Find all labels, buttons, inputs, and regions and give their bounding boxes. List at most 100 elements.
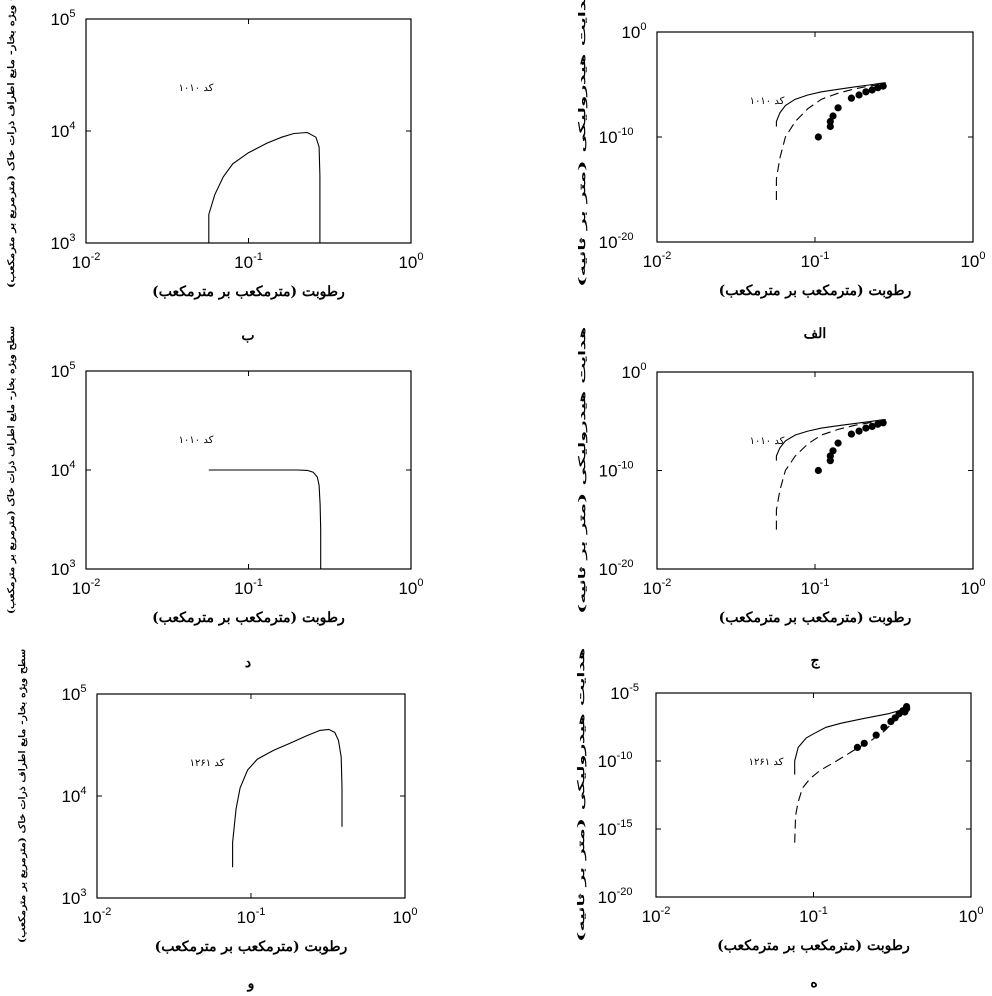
x-tick-label: 10-2: [72, 577, 101, 598]
panel-caption: ج: [810, 653, 820, 669]
x-tick-label: 10-1: [801, 577, 830, 598]
x-axis-label: رطوبت (مترمکعب بر مترمکعب): [155, 939, 348, 955]
y-axis-label: هدایت هیدرولیکی (متر بر ثانیه): [577, 326, 588, 614]
x-tick-label: 10-1: [234, 577, 263, 598]
data-point: [853, 743, 862, 752]
code-annotation: کد ۱۰۱۰: [179, 83, 214, 94]
chart-alef: 10-2 10-1 100 10-20 10-10 100 رطوبت (مترمکعب ب…: [577, 0, 986, 342]
x-axis-label: رطوبت (مترمکعب بر مترمکعب): [717, 938, 910, 954]
chart-jim: 10-2 10-1 100 10-20 10-10 100 رطوبت (مترمکعب ب…: [577, 326, 986, 669]
data-point: [860, 739, 868, 747]
data-point: [868, 422, 876, 431]
chart-d: 10-2 10-1 100 103 104 105 رطوبت (مترمکعب بر مت…: [6, 326, 424, 671]
code-annotation: کد ۱۰۱۰: [750, 436, 785, 447]
data-point: [872, 731, 880, 739]
y-tick-label: 104: [50, 459, 75, 480]
x-tick-label: 100: [398, 251, 423, 272]
series-solid-line: [232, 728, 343, 868]
chart-he: 10-2 10-1 100 10-20 10-15 10-10 10-5 رطوبت (متر…: [576, 647, 984, 991]
x-tick-label: 10-2: [643, 577, 672, 598]
x-tick-label: 10-2: [72, 251, 101, 272]
y-axis-label: هدایت هیدرولیکی (متر بر ثانیه): [576, 647, 587, 942]
series-solid-line: [775, 82, 886, 127]
panel-caption: و: [247, 976, 255, 992]
y-tick-label: 10-20: [599, 558, 634, 579]
data-point: [855, 91, 863, 99]
code-annotation: کد ۱۰۱۰: [179, 435, 214, 446]
y-axis-label: هدایت هیدرولیکی (متر بر ثانیه): [577, 0, 588, 287]
x-tick-label: 100: [958, 905, 983, 926]
panel-caption: الف: [804, 326, 827, 342]
y-tick-label: 10-20: [598, 886, 633, 907]
y-tick-label: 10-5: [610, 682, 639, 703]
x-tick-label: 10-1: [799, 905, 828, 926]
series-solid-line: [208, 469, 322, 569]
x-tick-label: 100: [398, 577, 423, 598]
x-tick-label: 100: [960, 577, 985, 598]
y-tick-label: 10-15: [598, 818, 633, 839]
series-dashed-line: [775, 419, 886, 530]
y-tick-label: 10-20: [599, 231, 634, 252]
y-tick-label: 10-10: [598, 750, 633, 771]
panel-caption: د: [245, 655, 251, 671]
x-tick-label: 100: [960, 250, 985, 271]
x-axis-label: رطوبت (مترمکعب بر مترمکعب): [152, 284, 345, 300]
data-point: [814, 133, 822, 141]
code-annotation: کد ۱۲۶۱: [190, 758, 225, 769]
x-tick-label: 10-2: [643, 250, 672, 271]
y-axis-label: سطح ویژه بخار- مایع اطراف ذرات خاک (مترم…: [17, 649, 28, 943]
y-axis-label: سطح ویژه بخار- مایع اطراف ذرات خاک (مترم…: [6, 326, 17, 614]
y-tick-label: 103: [50, 558, 75, 579]
data-point: [834, 104, 842, 112]
x-axis-label: رطوبت (مترمکعب بر مترمکعب): [719, 610, 912, 626]
data-point: [847, 94, 856, 102]
data-point: [847, 430, 856, 438]
chart-vav: 10-2 10-1 100 103 104 105 رطوبت (مترمکعب بر مت…: [17, 649, 418, 992]
x-axis-label: رطوبت (مترمکعب بر مترمکعب): [719, 283, 912, 299]
code-annotation: کد ۱۰۱۰: [750, 96, 785, 107]
data-point: [868, 86, 876, 94]
data-point: [814, 466, 822, 475]
series-dashed-line: [775, 83, 886, 200]
x-tick-label: 10-2: [83, 906, 112, 927]
data-point: [902, 703, 911, 711]
panel-caption: ب: [241, 328, 254, 344]
y-tick-label: 104: [50, 120, 75, 141]
code-annotation: کد ۱۲۶۱: [749, 757, 784, 768]
data-point: [862, 424, 870, 432]
data-point: [880, 723, 888, 731]
x-axis-label: رطوبت (مترمکعب بر مترمکعب): [152, 610, 345, 626]
data-point: [826, 117, 834, 126]
data-point: [834, 439, 842, 447]
y-tick-label: 103: [50, 232, 75, 253]
data-point: [879, 419, 887, 427]
series-dashed-line: [794, 709, 907, 843]
data-point: [855, 427, 863, 435]
series-solid-line: [794, 707, 907, 775]
plot-frame: [655, 692, 972, 898]
plot-frame: [85, 18, 412, 244]
series-solid-line: [775, 418, 886, 461]
y-tick-label: 105: [50, 8, 75, 29]
y-tick-label: 105: [61, 683, 86, 704]
data-point: [829, 447, 837, 455]
data-point: [879, 82, 887, 90]
data-point: [826, 122, 834, 131]
series-solid-line: [208, 131, 321, 243]
y-tick-label: 103: [61, 887, 86, 908]
y-tick-label: 100: [621, 361, 646, 382]
y-tick-label: 104: [61, 785, 86, 806]
data-point: [829, 112, 837, 120]
y-axis-label: سطح ویژه بخار- مایع اطراف ذرات خاک (مترم…: [6, 0, 17, 288]
x-tick-label: 10-1: [234, 251, 263, 272]
data-point: [901, 708, 909, 716]
x-tick-label: 10-1: [237, 906, 266, 927]
y-tick-label: 100: [621, 21, 646, 42]
panel-caption: ه: [810, 975, 817, 991]
y-tick-label: 105: [50, 360, 75, 381]
plot-frame: [96, 693, 406, 899]
x-tick-label: 100: [392, 906, 417, 927]
data-point: [862, 88, 870, 96]
x-tick-label: 10-2: [642, 905, 671, 926]
y-tick-label: 10-10: [599, 460, 634, 481]
